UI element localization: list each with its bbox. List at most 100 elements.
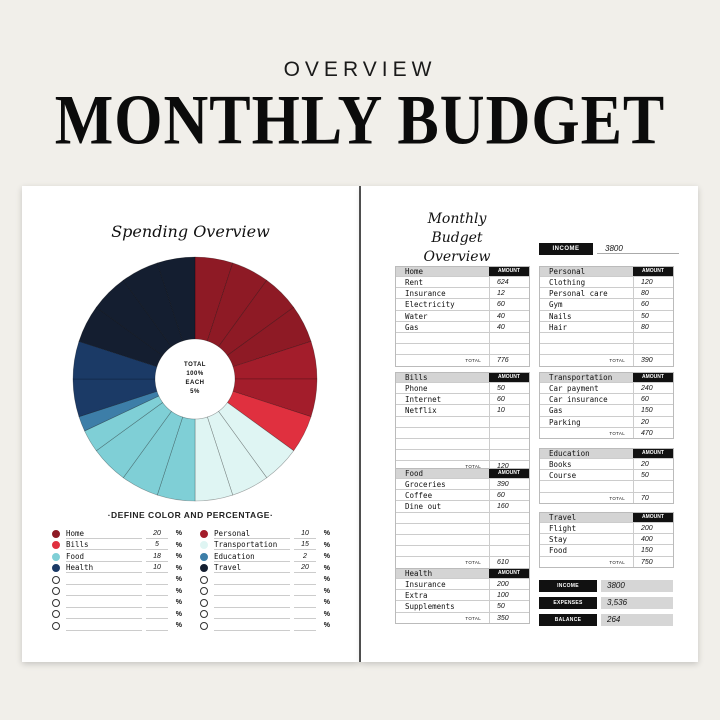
expense-amount[interactable]: 50: [633, 470, 673, 481]
legend-category-name[interactable]: Food: [66, 552, 142, 562]
summary-value[interactable]: 3800: [601, 579, 673, 592]
expense-amount[interactable]: 150: [633, 545, 673, 556]
color-swatch-icon[interactable]: [52, 541, 60, 550]
expense-amount[interactable]: 60: [633, 299, 673, 310]
expense-amount[interactable]: [489, 416, 529, 427]
legend-category-name[interactable]: [66, 598, 142, 608]
expense-amount[interactable]: [633, 481, 673, 492]
legend-percent-value[interactable]: [146, 598, 168, 608]
expense-amount[interactable]: [489, 546, 529, 557]
expense-item[interactable]: [396, 524, 489, 534]
total-value[interactable]: 350: [489, 612, 529, 623]
color-swatch-icon[interactable]: [200, 541, 208, 550]
legend-category-name[interactable]: [214, 598, 290, 608]
expense-item[interactable]: Internet: [405, 395, 442, 405]
color-swatch-icon[interactable]: [200, 598, 208, 607]
expense-item[interactable]: Extra: [405, 591, 428, 601]
legend-category-name[interactable]: [66, 575, 142, 585]
expense-item[interactable]: [396, 546, 489, 556]
legend-percent-value[interactable]: [294, 609, 316, 620]
income-value[interactable]: 3800: [597, 244, 679, 254]
color-swatch-icon[interactable]: [52, 552, 60, 561]
expense-amount[interactable]: 120: [633, 277, 673, 288]
color-swatch-icon[interactable]: [52, 575, 60, 584]
expense-item[interactable]: Insurance: [405, 580, 446, 589]
expense-item[interactable]: [540, 333, 633, 343]
expense-item[interactable]: Car payment: [549, 384, 599, 393]
legend-category-name[interactable]: [214, 609, 290, 620]
color-swatch-icon[interactable]: [200, 564, 208, 573]
legend-category-name[interactable]: [214, 621, 290, 631]
color-swatch-icon[interactable]: [200, 575, 208, 584]
legend-percent-value[interactable]: [146, 586, 168, 597]
legend-category-name[interactable]: [214, 575, 290, 585]
category-name[interactable]: Travel: [540, 513, 633, 522]
expense-item[interactable]: [396, 535, 489, 545]
expense-item[interactable]: Hair: [549, 322, 568, 332]
legend-percent-value[interactable]: [146, 621, 168, 631]
legend-category-name[interactable]: [66, 586, 142, 597]
expense-amount[interactable]: 240: [633, 383, 673, 394]
category-name[interactable]: Personal: [540, 267, 633, 276]
expense-amount[interactable]: [489, 427, 529, 438]
category-name[interactable]: Transportation: [540, 373, 633, 382]
expense-amount[interactable]: [489, 523, 529, 534]
legend-percent-value[interactable]: 20: [146, 529, 168, 539]
expense-item[interactable]: Gas: [549, 406, 563, 416]
expense-amount[interactable]: [489, 534, 529, 546]
expense-amount[interactable]: 50: [489, 601, 529, 612]
expense-amount[interactable]: 160: [489, 501, 529, 512]
category-name[interactable]: Home: [396, 267, 489, 276]
expense-amount[interactable]: 624: [489, 277, 529, 288]
expense-item[interactable]: Nails: [549, 311, 572, 321]
expense-amount[interactable]: 10: [489, 405, 529, 416]
expense-item[interactable]: Supplements: [405, 602, 455, 612]
expense-item[interactable]: [396, 439, 489, 449]
expense-amount[interactable]: 60: [489, 299, 529, 310]
expense-item[interactable]: [540, 481, 633, 491]
legend-percent-value[interactable]: 10: [146, 563, 168, 574]
legend-percent-value[interactable]: 10: [294, 529, 316, 539]
expense-amount[interactable]: 50: [633, 310, 673, 321]
category-name[interactable]: Bills: [396, 373, 489, 382]
color-swatch-icon[interactable]: [52, 529, 60, 538]
expense-amount[interactable]: 150: [633, 405, 673, 416]
expense-amount[interactable]: [489, 332, 529, 344]
expense-item[interactable]: Stay: [549, 535, 568, 545]
legend-percent-value[interactable]: [146, 609, 168, 620]
color-swatch-icon[interactable]: [200, 587, 208, 596]
legend-percent-value[interactable]: [294, 598, 316, 608]
summary-value[interactable]: 3,536: [601, 596, 673, 609]
expense-item[interactable]: Books: [549, 460, 572, 469]
legend-percent-value[interactable]: [294, 621, 316, 631]
expense-amount[interactable]: 400: [633, 534, 673, 545]
expense-item[interactable]: Gas: [405, 322, 419, 332]
expense-amount[interactable]: 200: [633, 523, 673, 534]
expense-item[interactable]: Flight: [549, 524, 577, 533]
color-swatch-icon[interactable]: [200, 610, 208, 619]
expense-amount[interactable]: 80: [633, 288, 673, 299]
expense-item[interactable]: [396, 513, 489, 523]
expense-amount[interactable]: 200: [489, 579, 529, 590]
total-value[interactable]: 120: [489, 461, 529, 472]
expense-item[interactable]: Rent: [405, 278, 424, 287]
expense-amount[interactable]: 390: [489, 479, 529, 490]
expense-amount[interactable]: 50: [489, 383, 529, 394]
total-value[interactable]: 390: [633, 355, 673, 366]
legend-percent-value[interactable]: 18: [146, 552, 168, 562]
expense-amount[interactable]: [489, 438, 529, 450]
expense-amount[interactable]: 20: [633, 459, 673, 470]
legend-percent-value[interactable]: [294, 575, 316, 585]
expense-amount[interactable]: 20: [633, 416, 673, 427]
expense-item[interactable]: Insurance: [405, 289, 446, 299]
summary-value[interactable]: 264: [601, 613, 673, 626]
legend-percent-value[interactable]: 15: [294, 540, 316, 551]
legend-category-name[interactable]: Travel: [214, 563, 290, 574]
legend-category-name[interactable]: [66, 609, 142, 620]
expense-amount[interactable]: 60: [489, 394, 529, 405]
expense-amount[interactable]: 60: [633, 394, 673, 405]
category-name[interactable]: Food: [396, 469, 489, 478]
expense-item[interactable]: [396, 344, 489, 354]
expense-amount[interactable]: 80: [633, 321, 673, 332]
legend-percent-value[interactable]: [146, 575, 168, 585]
